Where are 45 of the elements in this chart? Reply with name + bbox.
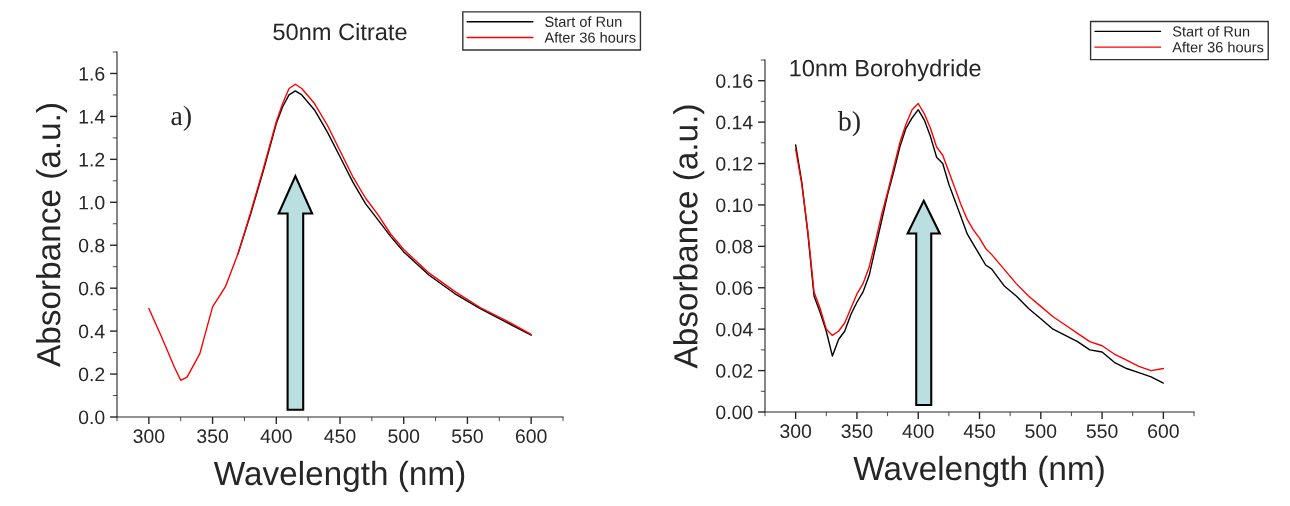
x-tick-label: 450 (963, 424, 995, 439)
y-tick-label: 0.12 (716, 157, 753, 171)
x-tick-label: 400 (902, 424, 934, 439)
x-tick-label: 400 (260, 429, 292, 444)
x-tick-label: 550 (451, 429, 483, 444)
y-tick-label: 0.4 (78, 324, 105, 339)
y-tick-label: 0.0 (78, 410, 105, 425)
annotation: a) (171, 105, 191, 131)
y-tick-label: 0.6 (78, 281, 105, 296)
legend-label: After 36 hours (544, 32, 636, 43)
x-tick-label: 550 (1086, 424, 1118, 439)
y-tick-label: 0.14 (716, 115, 753, 130)
y-tick-label: 1.0 (79, 195, 105, 210)
y-axis-title: Absorbance (a.u.) (673, 105, 705, 369)
x-axis-title: Wavelength (nm) (853, 455, 1104, 487)
chart-title: 50nm Citrate (273, 22, 407, 41)
x-tick-label: 350 (197, 429, 229, 444)
x-tick-label: 300 (133, 429, 165, 444)
y-tick-label: 0.10 (716, 198, 753, 213)
y-tick-label: 0.8 (78, 238, 105, 253)
y-axis-title: Absorbance (a.u.) (35, 104, 68, 367)
y-tick-label: 0.08 (716, 239, 753, 254)
line-series (148, 83, 532, 381)
x-tick-label: 450 (324, 429, 356, 444)
legend-label: Start of Run (545, 16, 622, 27)
x-tick-label: 600 (1148, 424, 1179, 439)
x-tick-label: 500 (1025, 424, 1057, 439)
chart-title: 10nm Borohydride (790, 59, 981, 82)
y-tick-label: 0.16 (716, 74, 753, 88)
y-tick-label: 0.04 (716, 322, 753, 337)
y-tick-label: 0.02 (716, 364, 753, 378)
annotation: b) (837, 111, 860, 137)
legend-label: After 36 hours (1172, 41, 1264, 53)
y-tick-label: 0.06 (716, 281, 753, 295)
x-axis-title: Wavelength (nm) (213, 460, 465, 492)
y-tick-label: 0.00 (716, 405, 753, 420)
y-tick-label: 1.4 (79, 110, 105, 124)
x-tick-label: 600 (515, 429, 547, 444)
y-tick-label: 1.2 (79, 152, 105, 167)
x-tick-label: 300 (780, 424, 812, 439)
y-tick-label: 0.2 (78, 367, 105, 382)
legend-label: Start of Run (1172, 25, 1250, 37)
x-tick-label: 350 (841, 424, 873, 439)
x-tick-label: 500 (388, 429, 420, 444)
y-tick-label: 1.6 (79, 66, 105, 81)
